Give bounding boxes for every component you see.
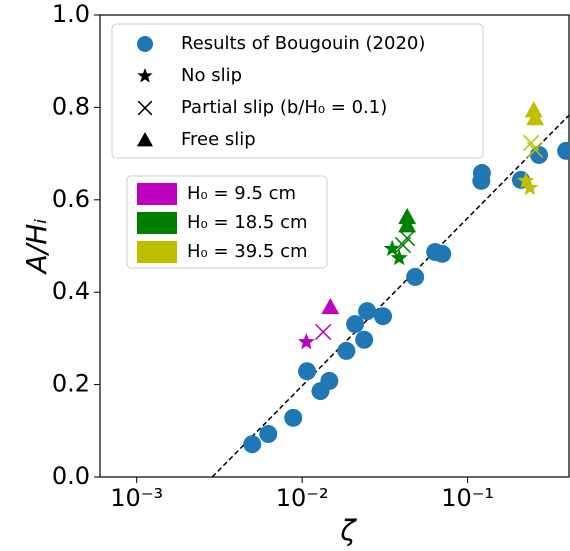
- point: [320, 371, 339, 390]
- plot-frame: [99, 14, 570, 478]
- point: [557, 141, 569, 160]
- point: [517, 171, 535, 189]
- point: [526, 109, 545, 126]
- point: [346, 315, 365, 334]
- point: [355, 330, 374, 349]
- point: [383, 239, 401, 257]
- marker-legend-box: [111, 23, 484, 159]
- point: [398, 229, 416, 247]
- point: [259, 425, 278, 444]
- point: [297, 333, 315, 350]
- legend-label: No slip: [181, 65, 242, 86]
- point: [521, 178, 539, 196]
- y-tick-label: 0.4: [52, 277, 90, 305]
- point: [243, 435, 262, 454]
- point: [284, 408, 303, 427]
- point: [298, 362, 317, 381]
- legend-marker: [137, 132, 153, 147]
- y-tick-label: 1.0: [52, 0, 90, 28]
- point: [406, 267, 425, 286]
- legend-marker: [137, 68, 153, 83]
- point: [337, 341, 356, 360]
- point: [390, 249, 408, 266]
- point: [526, 141, 544, 159]
- legend-swatch: [137, 212, 177, 234]
- y-tick-label: 0.6: [52, 185, 90, 213]
- fit-line: [211, 114, 570, 478]
- legend-swatch: [137, 183, 177, 205]
- legend-label: Free slip: [181, 129, 256, 150]
- legend-marker: [137, 100, 153, 116]
- legend-label: H₀ = 39.5 cm: [187, 241, 308, 262]
- x-tick-label: 10⁻¹: [441, 484, 494, 512]
- y-tick-label: 0.2: [52, 370, 90, 398]
- point: [398, 216, 417, 233]
- legend-label: H₀ = 18.5 cm: [187, 212, 308, 233]
- legend-swatch: [137, 241, 177, 263]
- point: [315, 323, 332, 341]
- legend-marker: [137, 36, 153, 52]
- point: [321, 297, 340, 315]
- y-tick-label: 0.8: [52, 92, 90, 120]
- point: [358, 302, 377, 321]
- point: [524, 101, 543, 118]
- point: [433, 244, 452, 263]
- y-tick-label: 0.0: [52, 462, 90, 490]
- legend-label: Partial slip (b/H₀ = 0.1): [181, 97, 387, 118]
- point: [529, 145, 548, 164]
- x-tick-label: 10⁻²: [276, 484, 329, 512]
- legend-label: Results of Bougouin (2020): [181, 33, 425, 54]
- x-axis-label: ζ: [339, 514, 357, 547]
- point: [373, 307, 392, 326]
- y-axis-label: A/Hᵢ: [20, 219, 53, 276]
- point: [472, 164, 491, 183]
- point: [398, 207, 417, 225]
- x-tick-label: 10⁻³: [110, 484, 163, 512]
- legend-label: H₀ = 9.5 cm: [187, 183, 296, 204]
